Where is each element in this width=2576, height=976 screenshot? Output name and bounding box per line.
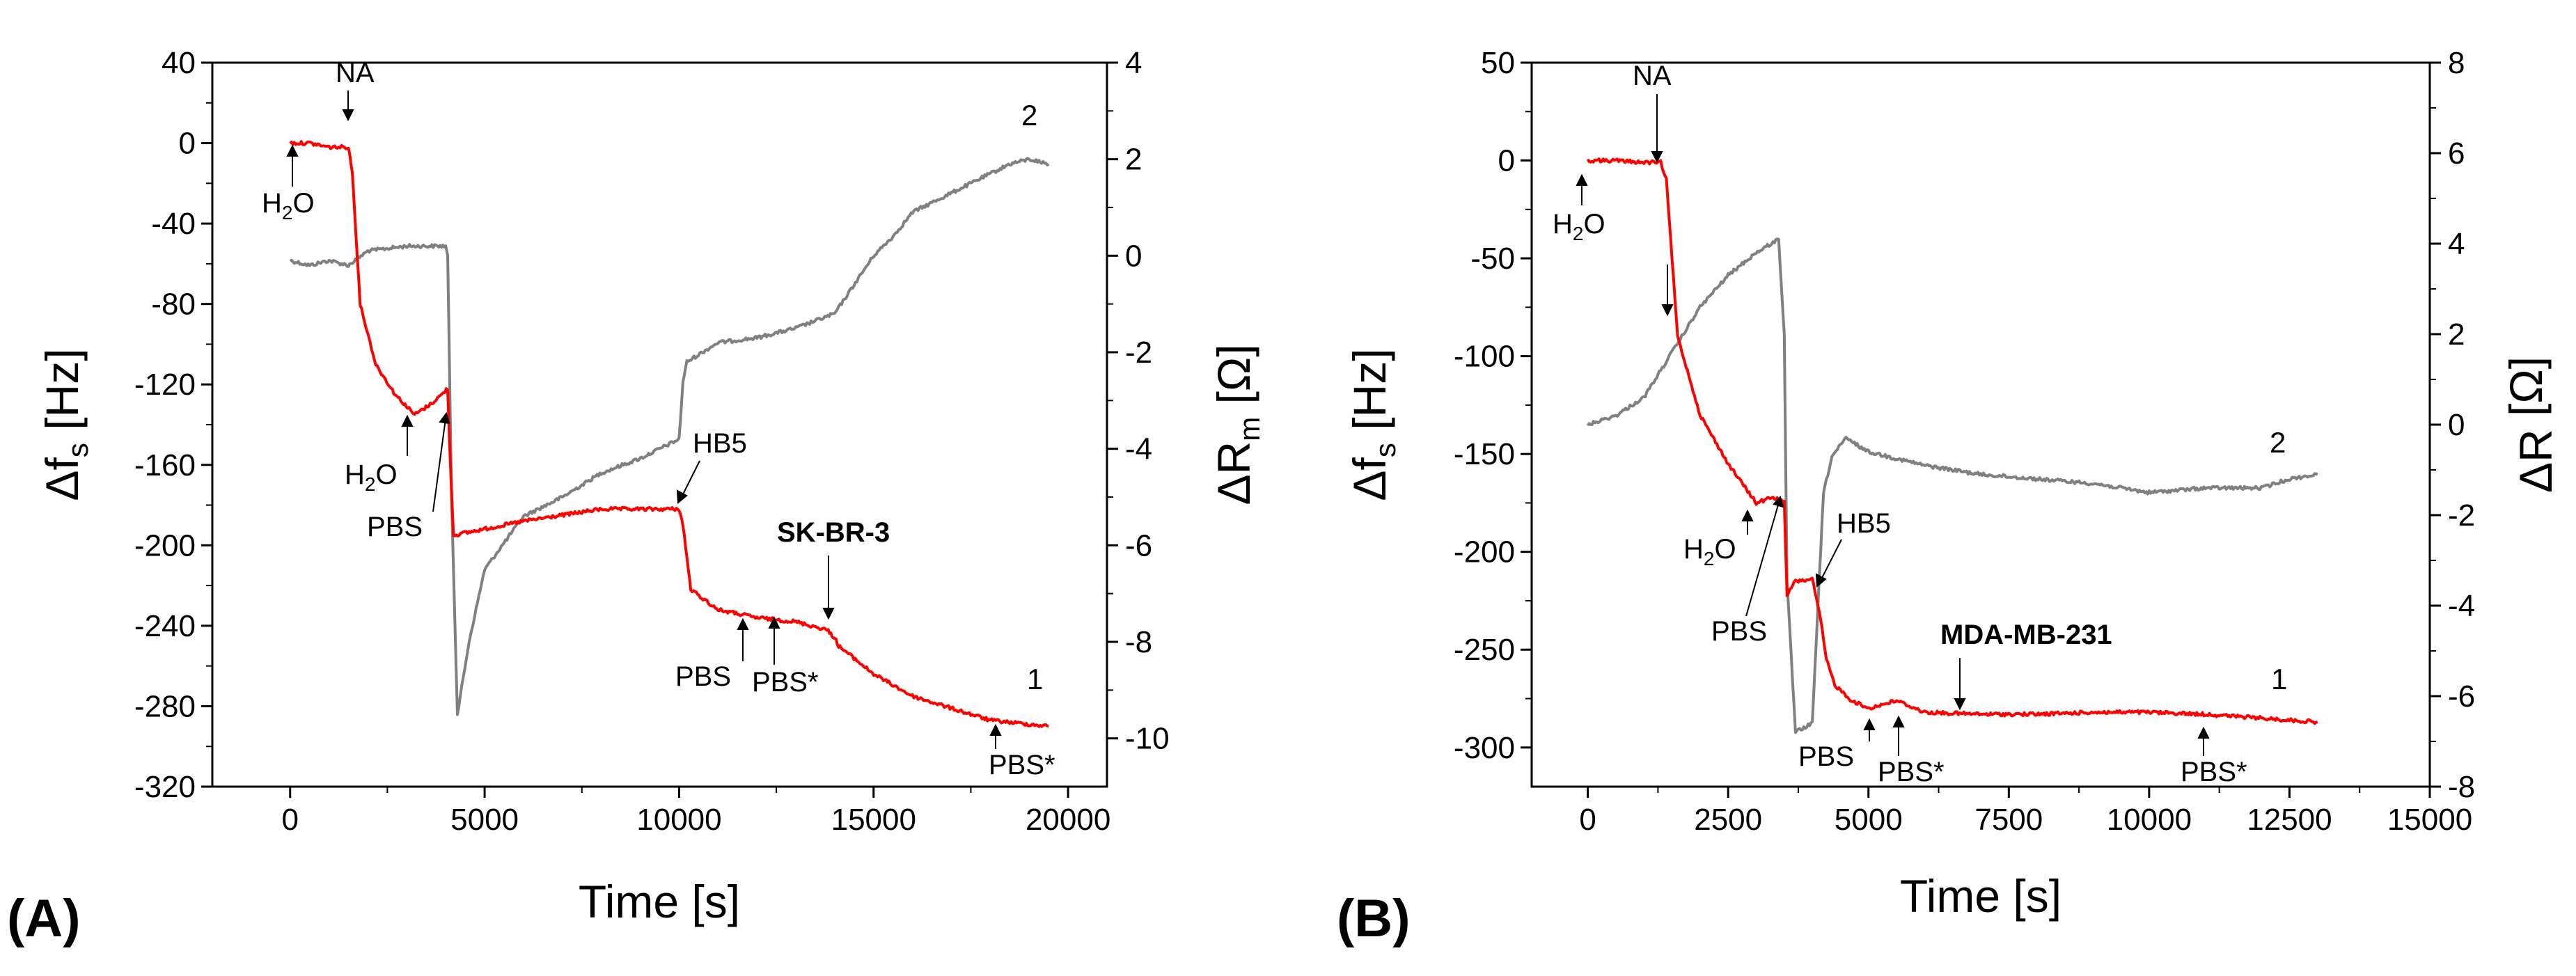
- y-right-tick-label: 0: [2448, 408, 2465, 442]
- y-right-tick-label: 2: [1125, 143, 1142, 177]
- series-group: [289, 140, 1050, 728]
- y-left-tick-label: -320: [134, 770, 196, 804]
- annotation-pbs-1: PBS: [1711, 616, 1767, 647]
- x-tick-label: 0: [281, 803, 298, 837]
- y-left-tick-label: -300: [1454, 731, 1515, 765]
- y-right-tick-label: -8: [1125, 625, 1152, 659]
- y-right-tick-label: -2: [2448, 498, 2475, 533]
- x-tick-label: 15000: [831, 803, 916, 837]
- series-label-2: 2: [2270, 426, 2286, 459]
- x-axis-ticks: 0 5000 10000 15000 20000: [281, 787, 1110, 837]
- y-right-tick-label: -10: [1125, 722, 1170, 756]
- x-tick-label: 12500: [2247, 803, 2332, 837]
- x-tick-label: 20000: [1026, 803, 1110, 837]
- annotation-hb5: HB5: [693, 428, 747, 459]
- annotation-na: NA: [336, 58, 375, 88]
- x-tick-label: 10000: [2107, 803, 2192, 837]
- y-right-tick-label: 8: [2448, 46, 2465, 80]
- chart-panel-b: 0 2500 5000 7500 10000 12500 15000 50 0 -50 -100 -…: [1337, 46, 2561, 948]
- annotation-h2o-1: H2O: [1553, 209, 1605, 244]
- y-axis-right-ticks: 8 6 4 2 0 -2 -4 -6 -8: [2430, 46, 2475, 804]
- annotations: NA H2O H2O PBS HB5 MDA-MB-231 PBS PBS* P…: [1553, 61, 2247, 787]
- y-left-tick-label: -120: [134, 368, 196, 402]
- x-tick-label: 0: [1579, 803, 1596, 837]
- x-tick-label: 15000: [2387, 803, 2472, 837]
- series-line-2: [1586, 237, 2318, 734]
- annotation-h2o-1: H2O: [262, 188, 315, 223]
- y-left-tick-label: -150: [1454, 437, 1515, 471]
- series-line-2: [289, 157, 1050, 716]
- y-left-tick-label: -160: [134, 448, 196, 482]
- y-axis-left-title: Δfs [Hz]: [1344, 348, 1401, 501]
- annotation-na: NA: [1633, 61, 1672, 91]
- y-right-tick-label: -4: [2448, 589, 2475, 623]
- y-right-tick-label: 4: [2448, 227, 2465, 261]
- x-axis-title: Time [s]: [579, 876, 740, 927]
- annotation-pbs-2: PBS: [1798, 741, 1854, 772]
- y-left-tick-label: -250: [1454, 633, 1515, 667]
- x-tick-label: 10000: [636, 803, 721, 837]
- y-right-tick-label: -6: [2448, 679, 2475, 714]
- y-right-tick-label: 2: [2448, 317, 2465, 352]
- y-left-tick-label: 50: [1481, 46, 1515, 80]
- y-right-tick-label: -8: [2448, 770, 2475, 804]
- series-label-1: 1: [2271, 663, 2287, 695]
- y-left-tick-label: -40: [151, 207, 196, 241]
- x-tick-label: 5000: [1835, 803, 1903, 837]
- annotation-cell-line: MDA-MB-231: [1940, 620, 2112, 650]
- y-left-tick-label: -100: [1454, 340, 1515, 374]
- y-left-tick-label: 0: [1498, 144, 1515, 178]
- annotations: NA H2O H2O PBS HB5 SK-BR-3 PBS PBS* PBS*: [262, 58, 1055, 780]
- y-left-tick-label: -280: [134, 689, 196, 723]
- annotation-cell-line: SK-BR-3: [777, 517, 890, 548]
- x-tick-label: 7500: [1974, 803, 2043, 837]
- annotation-h2o-2: H2O: [1683, 534, 1736, 569]
- series-label-1: 1: [1027, 663, 1043, 695]
- annotation-pbs-star-2: PBS*: [2181, 757, 2247, 787]
- y-left-tick-label: -80: [151, 288, 196, 322]
- chart-panel-a: 0 5000 10000 15000 20000 400-40-80-120-160-2…: [7, 46, 1266, 948]
- plot-frame: [211, 61, 1108, 788]
- y-right-tick-label: -4: [1125, 432, 1152, 466]
- y-axis-left-ticks: 50 0 -50 -100 -150 -200 -250 -300: [1454, 46, 1532, 765]
- annotation-pbs-1: PBS: [367, 512, 423, 542]
- x-tick-label: 5000: [450, 803, 519, 837]
- annotation-h2o-2: H2O: [345, 459, 398, 495]
- plot-frame: [1530, 61, 2431, 788]
- annotation-pbs-star-2: PBS*: [989, 750, 1055, 780]
- panel-label-b: (B): [1337, 889, 1411, 948]
- y-left-tick-label: 40: [162, 46, 196, 80]
- y-right-tick-label: 6: [2448, 136, 2465, 171]
- x-axis-ticks: 0 2500 5000 7500 10000 12500 15000: [1579, 787, 2472, 837]
- y-right-tick-label: 4: [1125, 46, 1142, 80]
- y-right-tick-label: -2: [1125, 336, 1152, 370]
- annotation-hb5: HB5: [1837, 508, 1891, 539]
- y-axis-left-title: Δfs [Hz]: [36, 348, 94, 501]
- y-left-tick-label: -240: [134, 609, 196, 643]
- annotation-pbs-star-1: PBS*: [752, 667, 819, 698]
- annotation-pbs-star-1: PBS*: [1878, 757, 1945, 787]
- series-line-1: [1586, 157, 2318, 725]
- y-axis-right-ticks: 4 2 0 -2 -4 -6 -8 -10: [1107, 46, 1170, 756]
- y-right-tick-label: 0: [1125, 239, 1142, 273]
- x-axis-title: Time [s]: [1900, 870, 2061, 922]
- annotation-pbs-2: PBS: [675, 661, 731, 692]
- y-axis-right-title: ΔR [Ω]: [2500, 356, 2561, 493]
- y-left-tick-label: -200: [1454, 535, 1515, 569]
- x-tick-label: 2500: [1694, 803, 1762, 837]
- series-label-2: 2: [1021, 99, 1037, 132]
- series-line-1: [289, 140, 1049, 728]
- series-group: [1586, 157, 2318, 734]
- y-left-tick-label: -50: [1470, 242, 1515, 276]
- y-left-tick-label: 0: [179, 127, 196, 161]
- y-axis-right-title: ΔRm [Ω]: [1208, 344, 1266, 505]
- y-axis-left-ticks: 40 0 -40 -80 -120 -160 -200 -240 -280 -320: [134, 46, 212, 804]
- y-left-tick-label: -200: [134, 528, 196, 562]
- panel-label-a: (A): [7, 889, 81, 948]
- y-right-tick-label: -6: [1125, 528, 1152, 562]
